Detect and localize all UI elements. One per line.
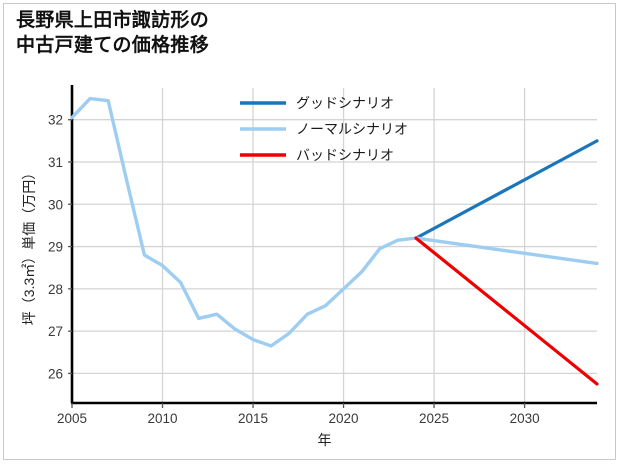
x-axis-tick-label: 2005	[57, 411, 87, 426]
series-line-normal	[70, 96, 599, 348]
series-line-bad	[414, 236, 599, 386]
x-axis-tick-label: 2030	[510, 411, 540, 426]
legend-label: グッドシナリオ	[296, 95, 394, 111]
y-axis-tick-label: 32	[48, 113, 63, 128]
legend-label: バッドシナリオ	[296, 147, 394, 163]
x-axis-tick-label: 2015	[238, 411, 268, 426]
y-axis-tick-label: 30	[48, 197, 63, 212]
x-axis-title: 年	[318, 432, 332, 448]
x-axis-tick-label: 2020	[329, 411, 359, 426]
x-axis-tick-label: 2025	[419, 411, 449, 426]
y-axis-tick-label: 26	[48, 366, 63, 381]
chart-border	[3, 3, 616, 460]
y-axis-tick-label: 31	[48, 155, 63, 170]
y-axis-tick-label: 27	[48, 324, 63, 339]
y-axis-tick-label: 29	[48, 240, 63, 255]
x-axis-tick-label: 2010	[147, 411, 177, 426]
series-line-good	[414, 139, 599, 240]
y-axis-tick-label: 28	[48, 282, 63, 297]
y-axis-title: 坪（3.3㎡）単価（万円）	[21, 166, 37, 325]
legend-label: ノーマルシナリオ	[296, 121, 408, 137]
chart-title: 長野県上田市諏訪形の 中古戸建ての価格推移	[16, 10, 210, 57]
